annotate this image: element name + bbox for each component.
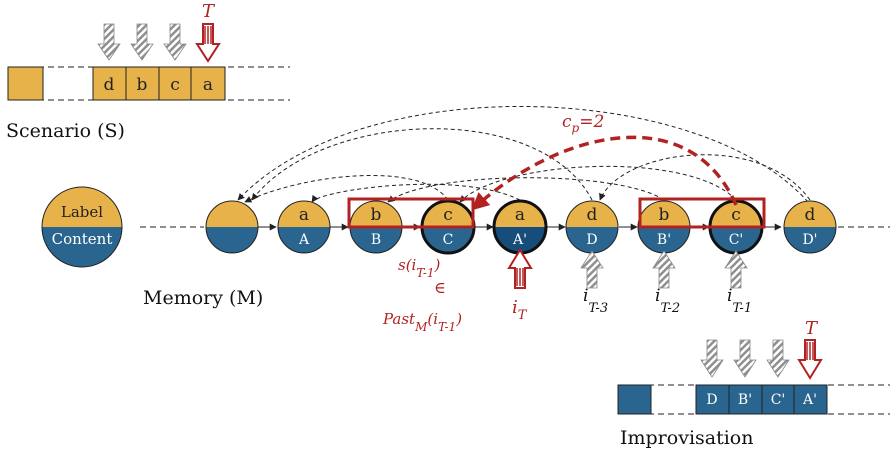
label-iT: iT bbox=[512, 297, 528, 323]
gray-down-arrow-icon bbox=[700, 339, 724, 378]
memory-nodes: a A b B c C bbox=[205, 199, 837, 255]
label-iT-3: iT-3 bbox=[583, 286, 608, 316]
improv-leading-cell bbox=[617, 384, 652, 415]
node-label: c bbox=[731, 205, 741, 225]
scenario-title: Scenario (S) bbox=[6, 120, 125, 142]
improv-cell-4-text: A' bbox=[802, 392, 817, 408]
node-label: d bbox=[587, 205, 598, 225]
node-content: C' bbox=[729, 232, 744, 248]
node-label: a bbox=[515, 205, 525, 225]
node-content: C bbox=[443, 232, 454, 248]
node-content: D' bbox=[802, 232, 817, 248]
improvisation-panel: D B' C' A' T Improvisation bbox=[617, 318, 890, 449]
scenario-cell-3-text: c bbox=[170, 75, 180, 95]
scenario-cell-4 bbox=[190, 66, 226, 101]
s-expression: s(iT-1) bbox=[398, 256, 441, 280]
scenario-leading-cell bbox=[7, 66, 44, 101]
cp-label: cp=2 bbox=[562, 112, 604, 135]
gray-down-arrow-icon bbox=[97, 23, 121, 61]
gray-up-arrow-icon bbox=[724, 250, 748, 289]
node-label: b bbox=[659, 205, 670, 225]
label-iT-2: iT-2 bbox=[655, 286, 680, 316]
legend-content-text: Content bbox=[52, 230, 113, 248]
past-expression: PastM(iT-1) bbox=[382, 310, 462, 334]
gray-down-arrow-icon bbox=[733, 339, 757, 378]
context-highlight-bprime-cprime bbox=[638, 197, 766, 229]
scenario-cell-2 bbox=[125, 66, 160, 101]
memory-node-d: d D bbox=[565, 200, 619, 254]
element-of-symbol: ∈ bbox=[434, 278, 446, 297]
improv-cell-1-text: D bbox=[706, 392, 717, 408]
node-label: d bbox=[805, 205, 816, 225]
node-label: b bbox=[371, 205, 382, 225]
legend-node: Label Content bbox=[41, 186, 123, 268]
memory-node-root bbox=[205, 200, 259, 254]
gray-down-arrow-icon bbox=[130, 23, 154, 61]
gray-up-arrow-icon bbox=[652, 250, 676, 289]
gray-down-arrow-icon bbox=[163, 23, 187, 61]
improv-T-marker: T bbox=[805, 318, 819, 339]
gray-down-arrow-icon bbox=[766, 339, 790, 378]
improv-cell-3-text: C' bbox=[771, 392, 786, 408]
scenario-cell-1 bbox=[92, 66, 127, 101]
node-content: A bbox=[298, 232, 310, 248]
context-highlight-bc bbox=[347, 197, 475, 229]
node-label: a bbox=[299, 205, 309, 225]
continuation-arc bbox=[471, 135, 738, 211]
node-content: B bbox=[371, 232, 381, 248]
scenario-T-marker: T bbox=[202, 1, 216, 22]
scenario-cell-1-text: d bbox=[104, 75, 115, 95]
memory-node-d-prime: d D' bbox=[783, 200, 837, 254]
memory-title: Memory (M) bbox=[143, 287, 263, 309]
memory-node-a: a A bbox=[277, 200, 331, 254]
improv-cell-2-text: B' bbox=[738, 392, 752, 408]
scenario-cells: d b c a bbox=[92, 66, 226, 101]
label-iT-1: iT-1 bbox=[727, 286, 752, 316]
node-content: B' bbox=[657, 232, 671, 248]
improv-cell-4 bbox=[793, 384, 828, 415]
improv-cell-2 bbox=[728, 384, 763, 415]
legend-label-text: Label bbox=[61, 203, 103, 221]
gray-up-arrow-icon bbox=[580, 250, 604, 289]
node-content: D bbox=[586, 232, 597, 248]
improv-cell-1 bbox=[695, 384, 730, 415]
scenario-panel: d b c a T Scenario (S) bbox=[6, 1, 290, 142]
scenario-cell-2-text: b bbox=[137, 75, 148, 95]
improvisation-title: Improvisation bbox=[620, 427, 753, 449]
scenario-past-arrows bbox=[97, 23, 187, 61]
memory-panel: a A b B c C bbox=[140, 105, 890, 334]
node-label: c bbox=[443, 205, 453, 225]
scenario-cell-4-text: a bbox=[203, 75, 213, 95]
suffix-links bbox=[237, 105, 811, 203]
memory-node-a-prime: a A' bbox=[492, 199, 548, 255]
node-content: A' bbox=[512, 232, 527, 248]
